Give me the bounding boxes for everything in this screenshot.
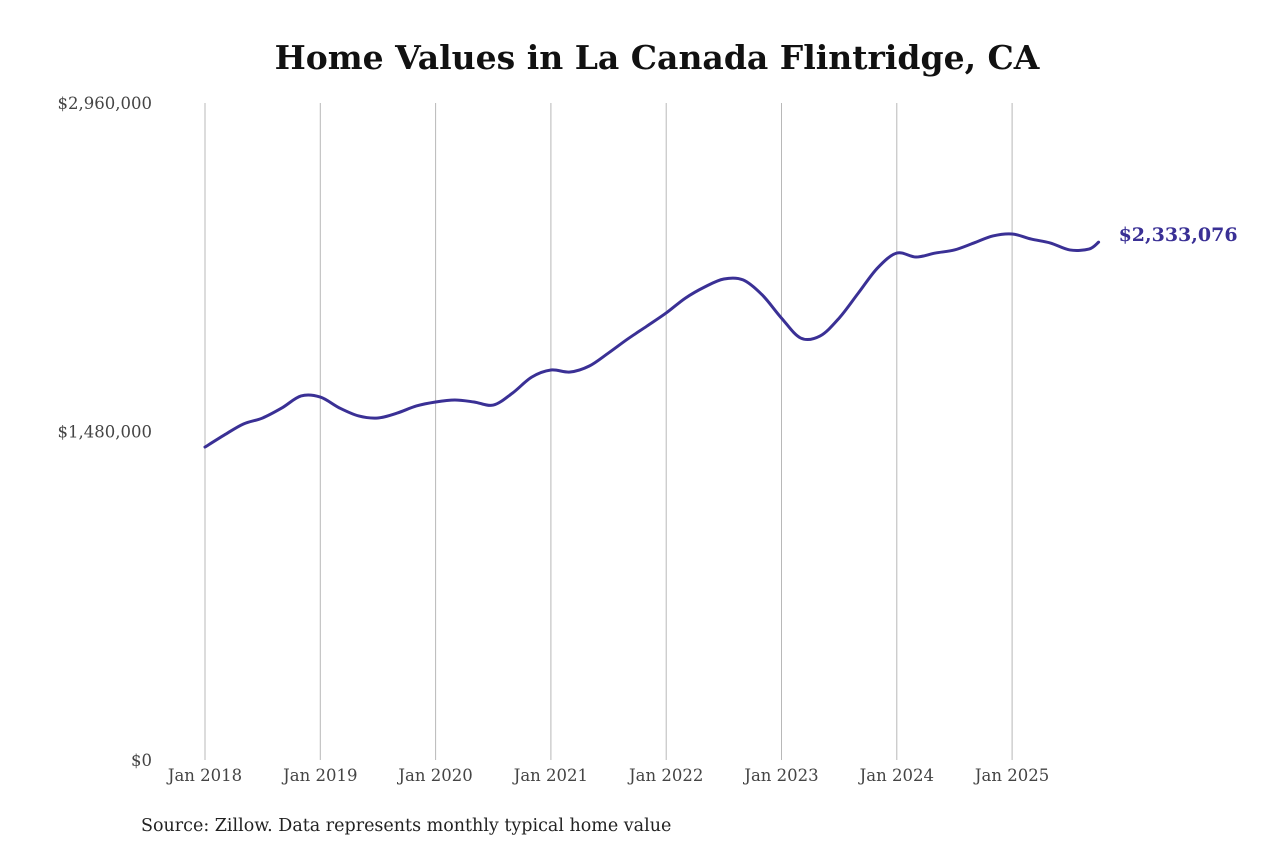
- y-tick-label: $0: [131, 751, 152, 770]
- series-line: [203, 232, 1101, 449]
- chart-title: Home Values in La Canada Flintridge, CA: [274, 38, 1040, 77]
- x-tick-label: Jan 2019: [281, 766, 357, 785]
- x-tick-label: Jan 2021: [512, 766, 588, 785]
- y-tick-label: $1,480,000: [58, 423, 152, 442]
- x-tick-label: Jan 2018: [166, 766, 242, 785]
- x-tick-label: Jan 2020: [396, 766, 472, 785]
- y-tick-label: $2,960,000: [58, 94, 152, 113]
- end-value-label: $2,333,076: [1119, 224, 1238, 246]
- source-note: Source: Zillow. Data represents monthly …: [141, 816, 672, 836]
- x-tick-label: Jan 2025: [973, 766, 1049, 785]
- x-tick-label: Jan 2023: [742, 766, 818, 785]
- x-tick-label: Jan 2024: [858, 766, 934, 785]
- x-tick-label: Jan 2022: [627, 766, 703, 785]
